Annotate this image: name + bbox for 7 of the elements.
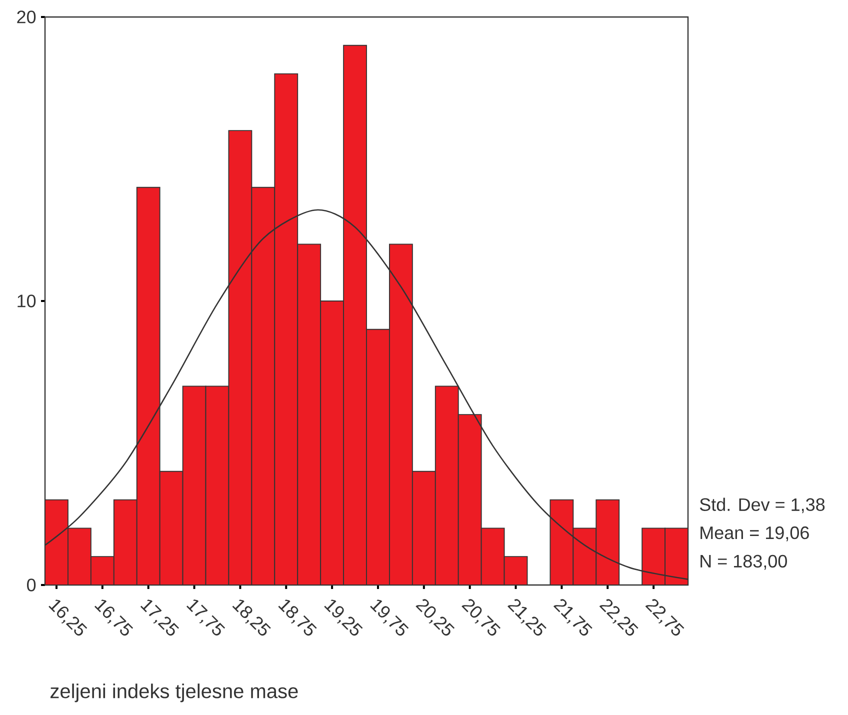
- y-tick-label: 10: [18, 294, 36, 308]
- y-tick-label: 20: [17, 10, 36, 24]
- text: N = 183,00: [700, 554, 787, 570]
- text: Mean = 19,06: [700, 526, 809, 542]
- y-tick-label: 0: [27, 578, 36, 592]
- x-axis-title: zeljeni indeks tjelesne mase: [50, 684, 298, 702]
- text: Std. Dev = 1,38: [700, 498, 825, 514]
